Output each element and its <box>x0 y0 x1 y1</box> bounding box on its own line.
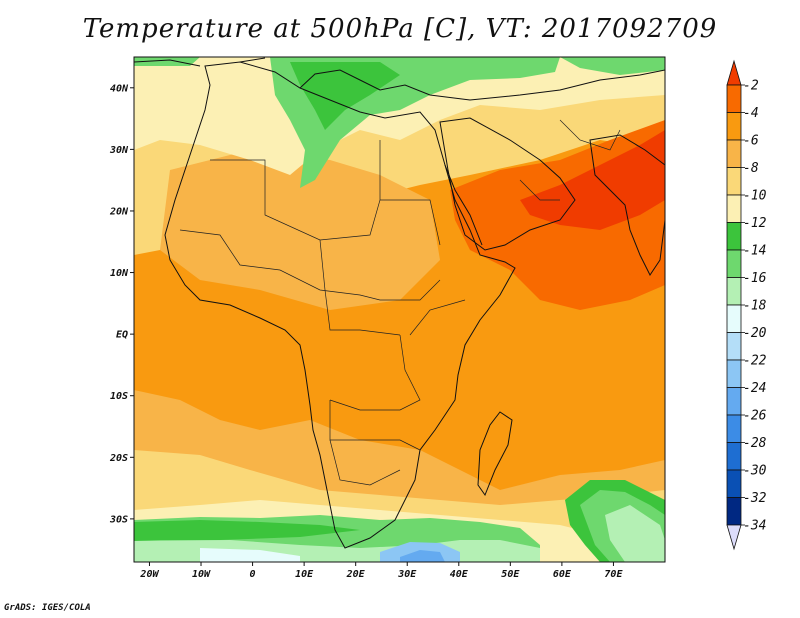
colorbar-swatch <box>726 249 742 278</box>
x-axis-ticks: 20W 10W 0 10E 20E 30E 40E 50E 60E 70E <box>139 562 623 580</box>
y-tick-label: 20S <box>109 453 128 464</box>
colorbar-swatch <box>726 194 742 223</box>
field-south-green-dark <box>134 520 360 541</box>
colorbar-swatch <box>726 112 742 141</box>
field-med-green-dark <box>290 62 400 130</box>
y-tick-label: 30S <box>109 514 128 525</box>
x-tick-label: 60E <box>553 569 572 580</box>
colorbar-swatch <box>726 304 742 333</box>
y-tick-label: 10N <box>110 268 129 279</box>
colorbar-label: -30 <box>743 464 767 479</box>
field-nw-green <box>134 57 200 66</box>
colorbar-swatch <box>726 84 742 113</box>
field-south-cyan <box>200 548 300 562</box>
colorbar-label: -2 <box>743 79 759 94</box>
colorbar-bottom-arrow <box>726 524 742 551</box>
field-arabia-hot <box>520 130 665 230</box>
x-tick-label: 0 <box>250 569 256 580</box>
colorbar-label: -4 <box>743 106 759 121</box>
field-south-blue-dark <box>400 550 445 562</box>
x-tick-label: 10W <box>192 569 211 580</box>
y-tick-label: 20N <box>109 206 129 217</box>
colorbar-label: -18 <box>743 299 767 314</box>
y-tick-label: EQ <box>116 330 128 341</box>
colorbar-swatch <box>726 414 742 443</box>
colorbar-swatch <box>726 139 742 168</box>
x-tick-label: 10E <box>295 569 314 580</box>
colorbar-swatch <box>726 387 742 416</box>
africa-coastline <box>164 61 516 549</box>
x-tick-label: 70E <box>604 569 623 580</box>
colorbar-label: -6 <box>743 134 759 149</box>
y-tick-label: 30N <box>109 145 129 156</box>
x-tick-label: 20E <box>346 569 366 580</box>
colorbar-label: -16 <box>743 271 767 286</box>
madagascar-coastline <box>477 411 513 497</box>
field-north-edge-green <box>560 57 665 75</box>
map-title: Temperature at 500hPa [C], VT: 201709270… <box>82 14 718 44</box>
x-tick-label: 30E <box>397 569 417 580</box>
colorbar-label: -8 <box>743 161 759 176</box>
field-sahara <box>160 150 440 310</box>
colorbar-swatch <box>726 442 742 471</box>
colorbar-swatch <box>726 277 742 306</box>
red-sea <box>444 164 483 246</box>
colorbar-label: -34 <box>743 519 766 534</box>
colorbar-label: -20 <box>743 326 767 341</box>
country-borders <box>179 119 621 486</box>
y-axis-ticks: 40N 30N 20N 10N EQ 10S 20S 30S <box>109 83 134 525</box>
colorbar-swatch <box>726 222 742 251</box>
x-tick-label: 50E <box>501 569 520 580</box>
india-coastline <box>589 134 665 276</box>
colorbar-label: -10 <box>743 189 767 204</box>
colorbar-label: -28 <box>743 436 767 451</box>
credit-text: GrADS: IGES/COLA <box>4 603 91 613</box>
colorbar: -2 -4 -6 -8 -10 -12 -14 -16 -18 -20 -22 -24 -26 -28 -3… <box>726 59 767 551</box>
colorbar-label: -26 <box>743 409 767 424</box>
colorbar-swatch <box>726 469 742 498</box>
colorbar-top-arrow <box>726 59 742 86</box>
temperature-field <box>134 57 665 562</box>
colorbar-label: -12 <box>743 216 767 231</box>
colorbar-label: -24 <box>743 381 766 396</box>
colorbar-swatch <box>726 167 742 196</box>
colorbar-swatch <box>726 497 742 526</box>
colorbar-swatch <box>726 332 742 361</box>
colorbar-label: -14 <box>743 244 766 259</box>
y-tick-label: 10S <box>110 391 128 402</box>
field-se-green-pale <box>605 505 665 562</box>
colorbar-swatch <box>726 359 742 388</box>
x-tick-label: 40E <box>450 569 469 580</box>
y-tick-label: 40N <box>110 83 129 94</box>
europe-coastline <box>134 57 665 101</box>
x-tick-label: 20W <box>139 569 159 580</box>
plot-frame <box>133 56 666 563</box>
colorbar-label: -32 <box>743 491 767 506</box>
arabia-coastline <box>439 117 576 251</box>
coastlines <box>134 57 665 549</box>
colorbar-label: -22 <box>743 354 767 369</box>
